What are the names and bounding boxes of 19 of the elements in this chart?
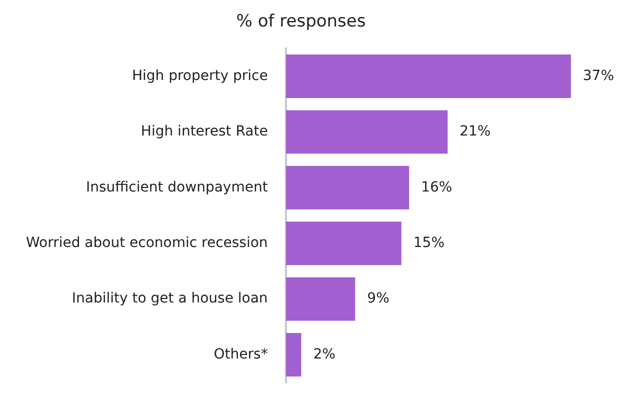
data-label: 9% <box>367 290 390 307</box>
bar <box>286 166 410 210</box>
bar <box>286 222 402 266</box>
bar <box>286 333 302 376</box>
y-tick-label: Insufficient downpayment <box>86 179 268 196</box>
data-label: 21% <box>460 124 491 140</box>
y-tick-label: Inability to get a house loan <box>72 290 268 307</box>
y-tick-label: Others* <box>214 346 268 362</box>
bar <box>286 110 448 154</box>
data-label: 15% <box>413 234 445 251</box>
chart-title: % of responses <box>236 12 366 32</box>
y-tick-label: Worried about economic recession <box>26 234 268 251</box>
y-tick-label: High interest Rate <box>140 124 268 140</box>
data-label: 2% <box>313 346 336 362</box>
data-label: 16% <box>421 179 452 196</box>
y-tick-label: High property price <box>132 68 268 84</box>
bar <box>286 277 356 321</box>
data-label: 37% <box>582 68 614 84</box>
bar <box>286 54 571 98</box>
